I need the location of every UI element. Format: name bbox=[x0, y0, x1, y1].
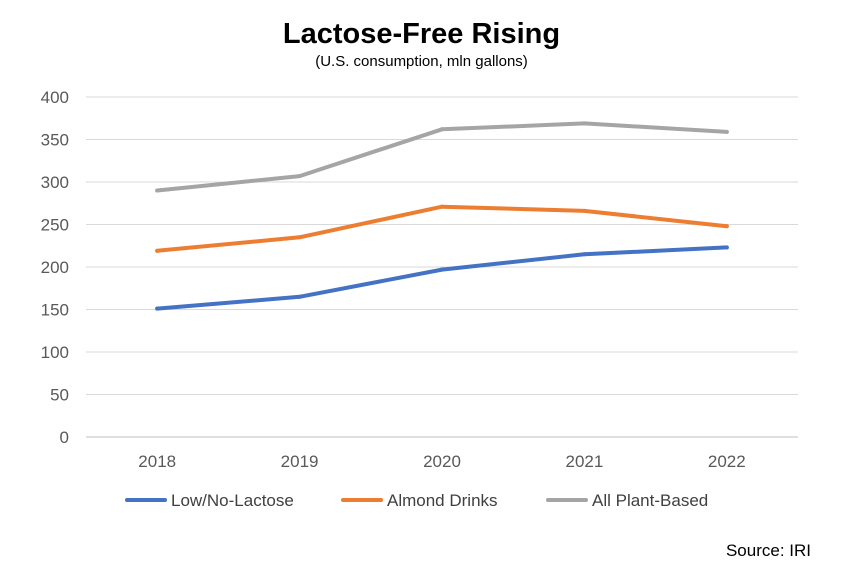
y-tick-label: 300 bbox=[41, 173, 69, 192]
chart-subtitle: (U.S. consumption, mln gallons) bbox=[315, 53, 528, 70]
legend: Low/No-Lactose Almond Drinks All Plant-Bas… bbox=[125, 491, 708, 510]
data-point bbox=[582, 208, 587, 213]
data-point bbox=[440, 204, 444, 209]
y-tick-label: 150 bbox=[41, 301, 69, 320]
x-tick-label: 2022 bbox=[708, 452, 746, 471]
gridlines bbox=[86, 96, 798, 438]
legend-label: All Plant-Based bbox=[592, 491, 708, 510]
legend-label: Almond Drinks bbox=[387, 491, 498, 510]
y-axis-ticks: 0 50 100 150 200 250 300 350 400 bbox=[41, 88, 69, 447]
data-point bbox=[724, 129, 729, 134]
y-tick-label: 250 bbox=[41, 216, 69, 235]
data-point bbox=[155, 248, 160, 253]
data-point bbox=[297, 174, 302, 179]
data-point bbox=[297, 235, 302, 240]
data-point bbox=[297, 294, 302, 299]
data-point bbox=[582, 121, 587, 126]
y-tick-label: 350 bbox=[41, 131, 69, 150]
y-tick-label: 50 bbox=[50, 386, 69, 405]
x-tick-label: 2018 bbox=[138, 452, 176, 471]
x-tick-label: 2019 bbox=[281, 452, 319, 471]
data-point bbox=[440, 267, 444, 272]
legend-label: Low/No-Lactose bbox=[171, 491, 294, 510]
x-tick-label: 2020 bbox=[423, 452, 461, 471]
series-line bbox=[155, 245, 729, 311]
source-note: Source: IRI bbox=[725, 541, 811, 560]
data-point bbox=[724, 245, 729, 250]
series-line bbox=[155, 121, 729, 193]
data-point bbox=[724, 224, 729, 229]
y-tick-label: 0 bbox=[60, 428, 69, 447]
data-point bbox=[582, 252, 587, 257]
series-lines bbox=[155, 121, 729, 311]
x-tick-label: 2021 bbox=[565, 452, 603, 471]
data-point bbox=[440, 127, 444, 132]
series-line bbox=[155, 204, 729, 253]
y-tick-label: 400 bbox=[41, 88, 69, 107]
data-point bbox=[155, 306, 160, 311]
y-tick-label: 200 bbox=[41, 258, 69, 277]
data-point bbox=[155, 188, 160, 193]
chart-title: Lactose-Free Rising bbox=[282, 18, 561, 50]
y-tick-label: 100 bbox=[41, 343, 69, 362]
x-axis-ticks: 2018 2019 2020 2021 2022 bbox=[138, 452, 745, 471]
